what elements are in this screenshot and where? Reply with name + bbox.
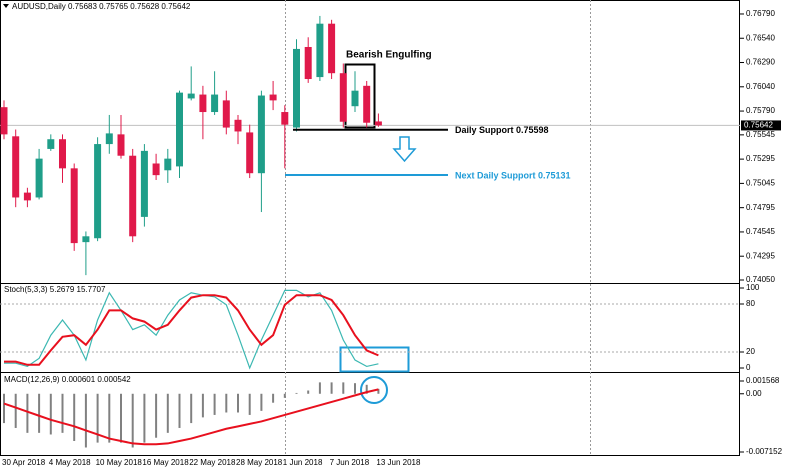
y-tick-label: 0.76040 xyxy=(746,82,775,91)
candle-body xyxy=(211,94,219,113)
y-tick-label: 20 xyxy=(746,347,755,356)
x-tick-label: 10 May 2018 xyxy=(96,458,143,467)
candle-body xyxy=(35,158,43,198)
candle-body xyxy=(363,85,371,123)
last-price-label: 0.75642 xyxy=(744,121,773,130)
x-tick-label: 30 Apr 2018 xyxy=(2,458,46,467)
support-label: Next Daily Support 0.75131 xyxy=(455,170,571,180)
y-tick-label: 0.74545 xyxy=(746,227,775,236)
highlight-circle xyxy=(360,376,388,404)
candle-body xyxy=(222,100,230,128)
candle-body xyxy=(304,46,312,80)
candle-body xyxy=(293,48,300,128)
stoch-line xyxy=(4,294,379,366)
highlight-box xyxy=(339,346,410,373)
candle-body xyxy=(351,90,359,107)
candle-body xyxy=(0,107,8,135)
candle-body xyxy=(281,112,289,125)
candle-body xyxy=(316,23,324,78)
support-label: Daily Support 0.75598 xyxy=(455,125,549,135)
y-tick-label: 0.75545 xyxy=(746,130,775,139)
candle-body xyxy=(374,121,382,126)
candle-body xyxy=(269,94,277,101)
candle-body xyxy=(94,144,102,239)
y-tick-label: 0.74050 xyxy=(746,275,775,284)
y-tick-label: 0.76790 xyxy=(746,9,775,18)
y-tick-label: 0.74295 xyxy=(746,251,775,260)
candle-body xyxy=(47,139,55,149)
candle-body xyxy=(152,163,160,176)
y-tick-label: -0.007152 xyxy=(746,447,783,456)
candle-body xyxy=(129,155,137,237)
candle-body xyxy=(176,92,183,167)
y-tick-label: 0.00 xyxy=(746,389,762,398)
y-tick-label: 0 xyxy=(746,363,751,372)
y-tick-label: 100 xyxy=(746,283,760,292)
y-tick-label: 0.76290 xyxy=(746,58,775,67)
stoch-line xyxy=(4,289,379,370)
candle-body xyxy=(164,158,172,171)
x-tick-label: 22 May 2018 xyxy=(189,458,236,467)
panel-title: MACD(12,26,9) 0.000601 0.000542 xyxy=(4,375,131,384)
y-tick-label: 0.001568 xyxy=(746,376,780,385)
marks: AUDUSD,Daily 0.75683 0.75765 0.75628 0.7… xyxy=(0,2,783,467)
y-tick-label: 0.74795 xyxy=(746,203,775,212)
y-tick-label: 0.75045 xyxy=(746,179,775,188)
y-tick-label: 0.75295 xyxy=(746,154,775,163)
panel-title: AUDUSD,Daily 0.75683 0.75765 0.75628 0.7… xyxy=(12,2,191,11)
y-tick-label: 0.76540 xyxy=(746,33,775,42)
last-price-box xyxy=(741,120,781,131)
candle-body xyxy=(339,73,347,122)
candle-body xyxy=(59,139,66,169)
candle-body xyxy=(70,168,78,244)
candle-body xyxy=(328,23,336,74)
panel-title: Stoch(5,3,3) 5.2679 15.7707 xyxy=(4,285,106,294)
candle-body xyxy=(140,150,148,217)
x-tick-label: 7 Jun 2018 xyxy=(330,458,370,467)
y-tick-label: 0.75790 xyxy=(746,106,775,115)
x-tick-label: 28 May 2018 xyxy=(236,458,283,467)
candle-body xyxy=(12,136,20,198)
candle-body xyxy=(187,93,195,99)
annotation: Bearish Engulfing xyxy=(346,50,432,61)
candle-body xyxy=(82,236,90,243)
candle-body xyxy=(234,119,242,132)
x-tick-label: 4 May 2018 xyxy=(49,458,91,467)
macd-signal xyxy=(3,388,379,446)
candle-body xyxy=(105,133,113,145)
candle-body xyxy=(23,192,31,201)
y-tick-label: 80 xyxy=(746,299,755,308)
candle-body xyxy=(199,94,207,113)
down-arrow xyxy=(392,136,417,163)
plot-frame xyxy=(0,0,740,456)
x-tick-label: 16 May 2018 xyxy=(142,458,189,467)
candle-body xyxy=(246,132,254,174)
candle-body xyxy=(257,95,265,174)
candle-body xyxy=(117,134,125,156)
x-tick-label: 13 Jun 2018 xyxy=(376,458,421,467)
x-tick-label: 1 Jun 2018 xyxy=(283,458,323,467)
panel-marker xyxy=(3,4,9,8)
